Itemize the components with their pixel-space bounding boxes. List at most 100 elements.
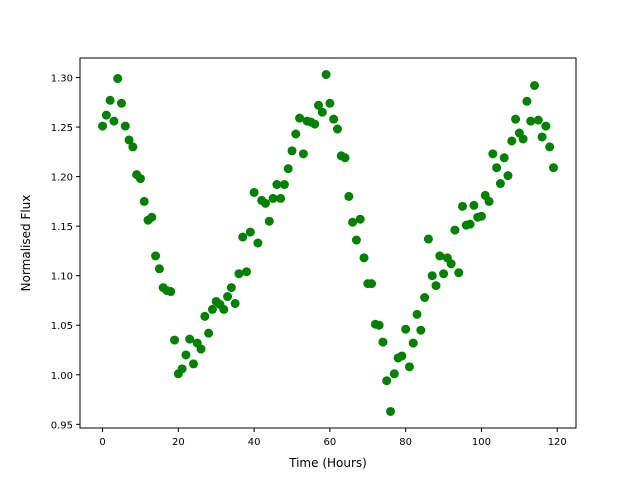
x-tick-label: 40 <box>248 437 261 448</box>
data-point <box>450 225 460 235</box>
data-point <box>219 304 229 314</box>
data-point <box>541 121 551 131</box>
data-point <box>230 298 240 308</box>
data-point <box>533 115 543 125</box>
y-tick-label: 1.30 <box>51 74 73 85</box>
data-point <box>321 70 331 80</box>
data-point <box>537 132 547 142</box>
data-point <box>128 142 138 152</box>
data-point <box>408 338 418 348</box>
data-point <box>276 193 286 203</box>
data-point <box>295 113 305 123</box>
data-point <box>120 121 130 131</box>
data-point <box>545 142 555 152</box>
y-tick-label: 1.00 <box>51 371 73 382</box>
data-point <box>154 264 164 274</box>
data-point <box>492 163 502 173</box>
data-point <box>135 174 145 184</box>
data-point <box>458 201 468 211</box>
x-tick-label: 0 <box>99 437 105 448</box>
data-point <box>279 180 289 190</box>
data-point <box>374 320 384 330</box>
data-point <box>310 119 320 129</box>
data-point <box>499 153 509 163</box>
data-point <box>439 269 449 279</box>
data-point <box>109 116 119 126</box>
data-point <box>253 238 263 248</box>
data-point <box>348 217 358 227</box>
data-point <box>170 335 180 345</box>
data-point <box>488 149 498 159</box>
data-point <box>268 193 278 203</box>
data-point <box>423 234 433 244</box>
data-point <box>207 304 217 314</box>
data-point <box>431 281 441 291</box>
data-point <box>147 212 157 222</box>
data-point <box>325 98 335 108</box>
data-point <box>264 216 274 226</box>
data-point <box>242 267 252 277</box>
data-point <box>238 232 248 242</box>
data-point <box>196 344 206 354</box>
data-point <box>204 328 214 338</box>
data-point <box>397 351 407 361</box>
data-point <box>234 269 244 279</box>
data-point <box>226 283 236 293</box>
y-tick-label: 1.20 <box>51 173 73 184</box>
data-point <box>200 311 210 321</box>
data-point <box>378 337 388 347</box>
data-point <box>113 74 123 84</box>
x-tick-label: 60 <box>324 437 337 448</box>
data-point <box>548 163 558 173</box>
y-tick-label: 1.15 <box>51 222 73 233</box>
data-point <box>185 334 195 344</box>
y-tick-label: 1.25 <box>51 123 73 134</box>
x-tick-label: 120 <box>548 437 567 448</box>
x-axis-label: Time (Hours) <box>288 456 367 470</box>
axes-frame <box>79 57 577 429</box>
data-point <box>427 271 437 281</box>
data-point <box>446 259 456 269</box>
data-point <box>287 146 297 156</box>
data-point <box>522 96 532 106</box>
y-tick-label: 1.10 <box>51 272 73 283</box>
data-point <box>526 116 536 126</box>
y-tick-label: 1.05 <box>51 321 73 332</box>
data-point <box>420 292 430 302</box>
data-point <box>367 279 377 289</box>
data-point <box>272 180 282 190</box>
data-point <box>116 98 126 108</box>
data-point <box>351 235 361 245</box>
data-point <box>188 359 198 369</box>
data-point <box>124 135 134 145</box>
data-point <box>249 187 259 197</box>
data-point <box>416 325 426 335</box>
data-point <box>317 107 327 117</box>
data-point <box>484 196 494 206</box>
data-point <box>518 134 528 144</box>
data-point <box>283 164 293 174</box>
data-point <box>105 95 115 105</box>
data-point <box>389 369 399 379</box>
data-point <box>404 362 414 372</box>
data-point <box>151 251 161 261</box>
data-point <box>476 211 486 221</box>
x-tick-label: 100 <box>472 437 491 448</box>
data-point <box>245 227 255 237</box>
data-point <box>101 110 111 120</box>
data-point <box>507 136 517 146</box>
data-point <box>177 364 187 374</box>
x-tick-label: 80 <box>399 437 412 448</box>
data-point <box>401 324 411 334</box>
y-axis-label: Normalised Flux <box>19 195 33 292</box>
data-point <box>291 129 301 139</box>
data-point <box>530 80 540 90</box>
data-point <box>139 196 149 206</box>
data-point <box>465 219 475 229</box>
data-point <box>329 114 339 124</box>
data-point <box>359 253 369 263</box>
data-point <box>260 198 270 208</box>
data-point <box>332 124 342 134</box>
data-point <box>344 191 354 201</box>
